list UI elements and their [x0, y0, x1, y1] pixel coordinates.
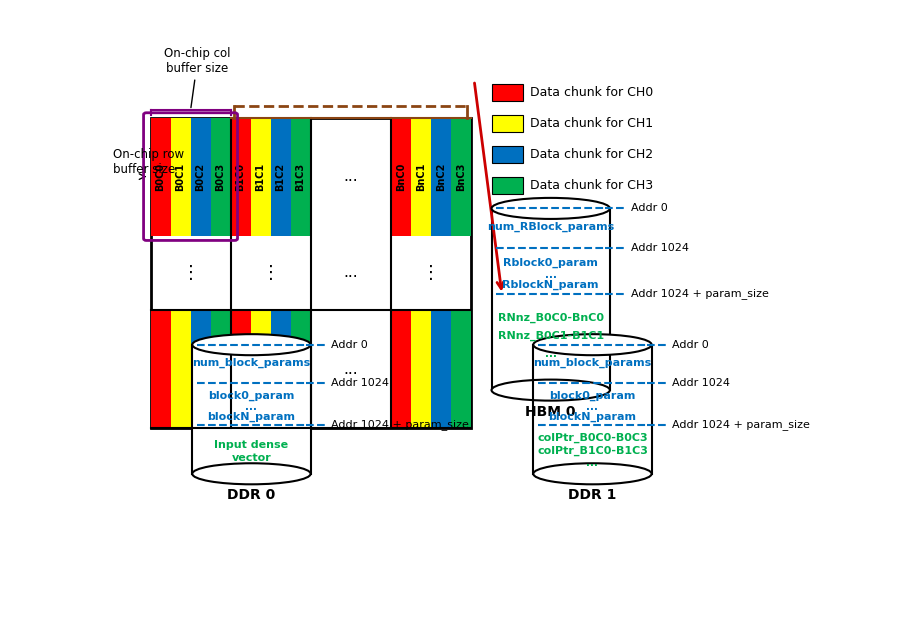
Text: block0_param: block0_param: [550, 391, 636, 401]
Text: ⋮: ⋮: [261, 264, 279, 282]
Polygon shape: [192, 345, 311, 474]
Polygon shape: [391, 310, 410, 428]
Text: Input dense: Input dense: [215, 440, 288, 450]
Text: B1C1: B1C1: [256, 163, 266, 191]
Text: DDR 0: DDR 0: [227, 488, 276, 502]
Polygon shape: [491, 115, 523, 132]
Text: colPtr_B0C0-B0C3: colPtr_B0C0-B0C3: [537, 432, 647, 443]
Polygon shape: [231, 310, 251, 428]
Text: Data chunk for CH3: Data chunk for CH3: [530, 179, 653, 193]
Polygon shape: [190, 310, 210, 428]
Polygon shape: [151, 310, 171, 428]
Polygon shape: [291, 310, 311, 428]
Text: RNnz_B0C1-B1C1: RNnz_B0C1-B1C1: [497, 330, 603, 341]
Text: On-chip row
buffer size: On-chip row buffer size: [113, 148, 184, 176]
Polygon shape: [251, 310, 270, 428]
Text: Addr 0: Addr 0: [673, 340, 709, 350]
Text: Addr 0: Addr 0: [630, 204, 667, 214]
Text: RNnz_B0C0-BnC0: RNnz_B0C0-BnC0: [497, 312, 603, 322]
Polygon shape: [431, 310, 451, 428]
Polygon shape: [171, 310, 190, 428]
Polygon shape: [270, 117, 291, 235]
Polygon shape: [491, 209, 610, 390]
Polygon shape: [171, 117, 190, 235]
Text: Addr 1024: Addr 1024: [331, 378, 390, 388]
Text: B0C0: B0C0: [155, 163, 165, 191]
Text: B0C1: B0C1: [175, 163, 186, 191]
Polygon shape: [533, 345, 652, 474]
Text: num_block_params: num_block_params: [533, 358, 652, 368]
Text: ...: ...: [545, 270, 557, 279]
Ellipse shape: [491, 379, 610, 401]
Text: On-chip col
buffer size: On-chip col buffer size: [164, 47, 231, 107]
Text: ...: ...: [343, 265, 358, 281]
Polygon shape: [391, 117, 410, 235]
Text: ...: ...: [545, 349, 557, 359]
Polygon shape: [491, 84, 523, 101]
Text: ⋮: ⋮: [422, 264, 440, 282]
Ellipse shape: [192, 463, 311, 484]
Text: HBM 0: HBM 0: [525, 405, 576, 419]
Polygon shape: [451, 117, 471, 235]
Text: Addr 1024 + param_size: Addr 1024 + param_size: [331, 419, 470, 430]
Text: B1C2: B1C2: [276, 163, 286, 191]
Text: BnC1: BnC1: [416, 163, 426, 191]
Polygon shape: [210, 117, 231, 235]
Text: Rblock0_param: Rblock0_param: [503, 258, 598, 268]
Text: ...: ...: [245, 402, 258, 412]
Polygon shape: [210, 310, 231, 428]
Polygon shape: [410, 117, 431, 235]
Text: RblockN_param: RblockN_param: [503, 279, 599, 290]
Text: B1C0: B1C0: [235, 163, 245, 191]
Text: Addr 0: Addr 0: [331, 340, 368, 350]
Text: num_RBlock_params: num_RBlock_params: [487, 222, 614, 232]
Text: Addr 1024: Addr 1024: [673, 378, 730, 388]
Polygon shape: [491, 147, 523, 163]
Text: Data chunk for CH2: Data chunk for CH2: [530, 148, 653, 161]
Text: B0C2: B0C2: [196, 163, 206, 191]
Text: blockN_param: blockN_param: [207, 412, 295, 422]
Polygon shape: [270, 310, 291, 428]
Text: num_block_params: num_block_params: [192, 358, 311, 368]
Text: Addr 1024: Addr 1024: [630, 243, 689, 253]
Text: blockN_param: blockN_param: [549, 412, 637, 422]
Text: vector: vector: [232, 453, 271, 463]
Ellipse shape: [491, 198, 610, 219]
Text: ...: ...: [586, 402, 598, 412]
Ellipse shape: [533, 334, 652, 355]
Text: DDR 1: DDR 1: [568, 488, 617, 502]
Polygon shape: [291, 117, 311, 235]
Text: ...: ...: [586, 458, 598, 468]
Text: colPtr_B1C0-B1C3: colPtr_B1C0-B1C3: [537, 445, 647, 456]
Text: block0_param: block0_param: [208, 391, 295, 401]
Text: Data chunk for CH0: Data chunk for CH0: [530, 86, 653, 99]
Text: ...: ...: [343, 362, 358, 377]
Text: Data chunk for CH1: Data chunk for CH1: [530, 117, 653, 130]
Polygon shape: [231, 117, 251, 235]
Polygon shape: [451, 310, 471, 428]
Text: Addr 1024 + param_size: Addr 1024 + param_size: [673, 419, 810, 430]
Polygon shape: [491, 178, 523, 194]
Polygon shape: [431, 117, 451, 235]
Ellipse shape: [533, 463, 652, 484]
Text: B0C3: B0C3: [216, 163, 225, 191]
Polygon shape: [410, 310, 431, 428]
Text: BnC0: BnC0: [396, 163, 406, 191]
Text: B1C3: B1C3: [295, 163, 305, 191]
Text: BnC3: BnC3: [455, 163, 466, 191]
Text: ...: ...: [343, 169, 358, 184]
Polygon shape: [151, 117, 471, 428]
Polygon shape: [251, 117, 270, 235]
Text: BnC2: BnC2: [436, 163, 445, 191]
Text: Addr 1024 + param_size: Addr 1024 + param_size: [630, 288, 769, 299]
Ellipse shape: [192, 334, 311, 355]
Polygon shape: [190, 117, 210, 235]
Text: ⋮: ⋮: [181, 264, 199, 282]
Polygon shape: [151, 117, 171, 235]
